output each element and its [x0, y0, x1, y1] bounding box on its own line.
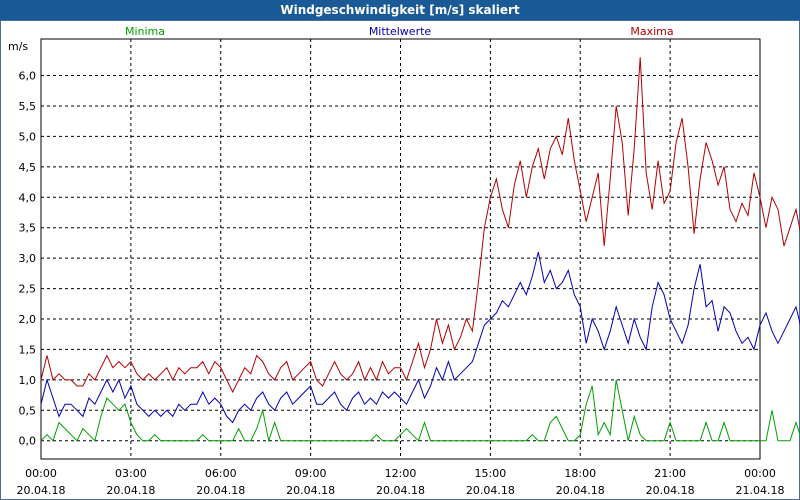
- y-tick-label: 5,5: [19, 100, 37, 113]
- x-tick-date: 20.04.18: [106, 484, 155, 497]
- series-line-mittelwerte: [40, 251, 800, 424]
- x-tick-time: 21:00: [654, 467, 686, 480]
- y-tick-label: 1,5: [19, 343, 37, 356]
- y-tick-label: 3,0: [19, 252, 37, 265]
- y-tick-label: 2,5: [19, 283, 37, 296]
- x-tick-date: 20.04.18: [286, 484, 335, 497]
- x-tick-date: 20.04.18: [17, 484, 66, 497]
- x-tick-date: 21.04.18: [736, 484, 785, 497]
- series-line-minima: [40, 379, 800, 443]
- y-axis-ticks: 0,0 0,5 1,0 1,5 2,0 2,5 3,0 3,5 4,0 4,5 5,0 5,5 6,0: [19, 70, 37, 448]
- y-tick-label: 6,0: [19, 70, 37, 83]
- x-axis-ticks: 00:00 20.04.18 03:00 20.04.18 06:00 20.04.18 0…: [17, 467, 785, 497]
- x-tick-date: 20.04.18: [646, 484, 695, 497]
- y-axis-unit: m/s: [8, 40, 28, 53]
- x-tick-time: 06:00: [205, 467, 237, 480]
- plot-area: [40, 38, 761, 460]
- y-tick-label: 4,5: [19, 161, 37, 174]
- x-tick-time: 15:00: [475, 467, 507, 480]
- y-tick-label: 2,0: [19, 313, 37, 326]
- x-tick-time: 00:00: [744, 467, 776, 480]
- legend-minima: Minima: [125, 25, 165, 38]
- y-tick-label: 3,5: [19, 222, 37, 235]
- y-tick-label: 5,0: [19, 130, 37, 143]
- y-tick-label: 0,0: [19, 435, 37, 448]
- series-lines: [40, 57, 800, 443]
- wind-speed-chart: 0,00,51,01,52,02,53,03,54,04,55,05,56,0 …: [8, 25, 800, 497]
- window-title: Windgeschwindigkeit [m/s] skaliert: [0, 0, 800, 20]
- x-tick-date: 20.04.18: [376, 484, 425, 497]
- x-tick-date: 20.04.18: [196, 484, 245, 497]
- x-tick-time: 09:00: [295, 467, 327, 480]
- x-tick-time: 18:00: [564, 467, 596, 480]
- x-tick-date: 20.04.18: [466, 484, 515, 497]
- series-line-maxima: [40, 57, 800, 394]
- x-tick-date: 20.04.18: [556, 484, 605, 497]
- legend-mittelwerte: Mittelwerte: [369, 25, 432, 38]
- y-tick-label: 4,0: [19, 191, 37, 204]
- y-tick-label: 0,5: [19, 404, 37, 417]
- y-tick-label: 1,0: [19, 374, 37, 387]
- legend-maxima: Maxima: [630, 25, 673, 38]
- x-tick-time: 03:00: [115, 467, 147, 480]
- x-tick-time: 12:00: [385, 467, 417, 480]
- grid-lines: [41, 39, 760, 459]
- x-tick-time: 00:00: [25, 467, 57, 480]
